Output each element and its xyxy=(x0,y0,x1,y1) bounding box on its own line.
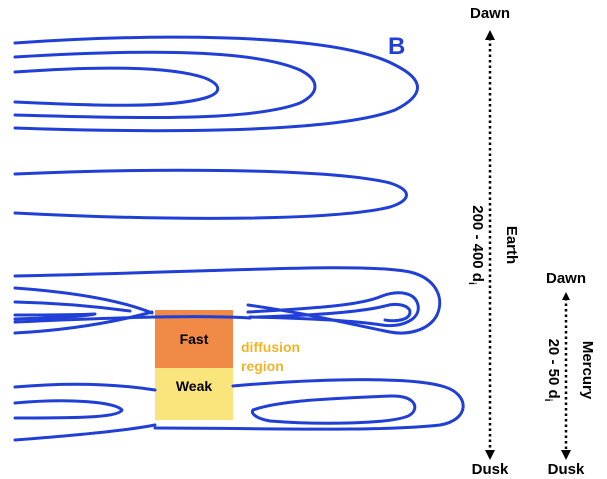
field-line-lower-left-outer xyxy=(13,382,157,392)
field-line-upper-left-3 xyxy=(13,312,97,321)
field-line-top-middle xyxy=(13,50,317,120)
mercury-name-label: Mercury xyxy=(579,341,596,400)
field-line-top-outer xyxy=(13,35,419,133)
mercury-axis-top-arrow xyxy=(562,292,570,300)
fast-region-box xyxy=(155,310,233,368)
field-line-top-inner xyxy=(13,66,220,107)
field-line-upper-lobe-inner xyxy=(256,302,412,323)
field-line-lower-lobe-outer xyxy=(153,378,465,431)
earth-dusk-label: Dusk xyxy=(472,461,509,478)
earth-dawn-label: Dawn xyxy=(470,5,510,22)
mercury-axis-bottom-arrow xyxy=(561,450,571,460)
magnetic-field-lines xyxy=(13,35,465,442)
field-line-lower-left-inner xyxy=(13,399,124,420)
mercury-scale-axis: Dawn Dusk Mercury 20 - 50 di xyxy=(542,270,596,478)
field-line-upper-left-4 xyxy=(13,310,154,335)
earth-name-label: Earth xyxy=(503,226,520,264)
field-line-lower-left-bottom xyxy=(13,423,157,442)
mercury-range-label: 20 - 50 di xyxy=(542,339,562,402)
earth-range-subscript: i xyxy=(466,282,477,285)
earth-range-value: 200 - 400 d xyxy=(469,205,486,282)
field-label-b: B xyxy=(388,33,405,60)
field-line-lower-lobe-inner xyxy=(250,394,417,425)
field-line-upper-left-2 xyxy=(13,300,132,313)
mercury-range-value: 20 - 50 d xyxy=(545,339,562,399)
earth-scale-axis: Dawn Dusk Earth 200 - 400 di xyxy=(466,5,520,478)
field-line-upper-left-1 xyxy=(13,286,154,315)
earth-axis-top-arrow xyxy=(485,30,495,40)
mercury-dusk-label: Dusk xyxy=(548,461,585,478)
diffusion-label-line2: region xyxy=(241,358,284,374)
fast-region-label: Fast xyxy=(180,331,209,347)
weak-region-label: Weak xyxy=(176,378,213,394)
field-line-upper-lobe-middle xyxy=(246,291,420,328)
field-line-upper-lobe-outer xyxy=(13,266,442,335)
mercury-range-subscript: i xyxy=(542,399,553,402)
diffusion-label-line1: diffusion xyxy=(241,339,300,355)
field-line-x-line xyxy=(13,315,252,324)
earth-range-label: 200 - 400 di xyxy=(466,205,486,285)
mercury-dawn-label: Dawn xyxy=(546,270,586,287)
weak-region-box xyxy=(155,368,233,420)
field-line-middle xyxy=(13,168,408,220)
earth-axis-bottom-arrow xyxy=(485,450,495,460)
